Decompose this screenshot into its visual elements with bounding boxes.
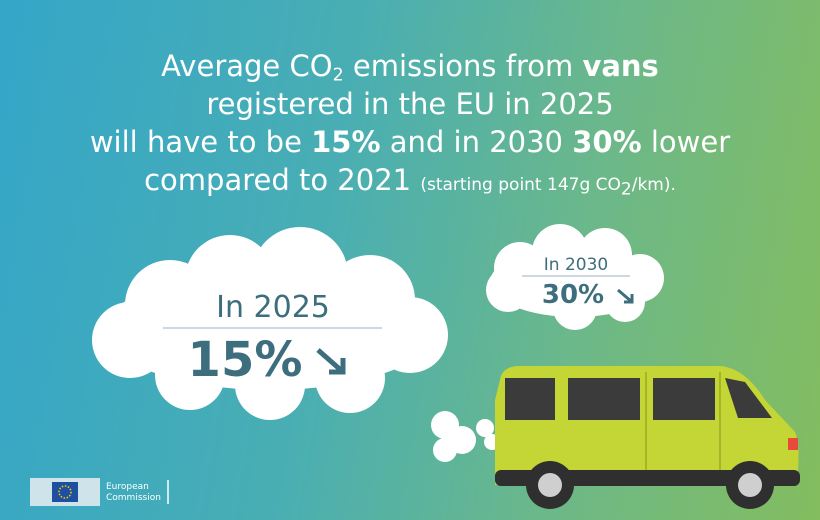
cloud-2030 bbox=[486, 224, 664, 330]
note: (starting point 147g CO bbox=[420, 175, 621, 195]
note: /km). bbox=[632, 175, 676, 195]
cloud-label: In 2025 bbox=[163, 290, 383, 325]
cloud-label: In 2030 bbox=[522, 255, 630, 275]
text: Average CO bbox=[161, 49, 332, 83]
text: emissions from bbox=[344, 49, 583, 83]
headline-line: compared to 2021 (starting point 147g CO… bbox=[0, 162, 820, 207]
cloud-value: 15% bbox=[165, 332, 325, 388]
headline-line: registered in the EU in 2025 bbox=[0, 86, 820, 122]
exhaust-puff bbox=[431, 411, 500, 462]
bold-text: 15% bbox=[311, 125, 380, 159]
text: registered in the EU in 2025 bbox=[206, 87, 613, 121]
text: and in 2030 bbox=[381, 125, 573, 159]
text: compared to 2021 bbox=[144, 163, 420, 197]
subscript: 2 bbox=[621, 179, 632, 199]
subscript: 2 bbox=[333, 65, 344, 85]
text: will have to be bbox=[90, 125, 311, 159]
infographic: Average CO2 emissions from vans register… bbox=[0, 0, 820, 520]
headline-line: will have to be 15% and in 2030 30% lowe… bbox=[0, 124, 820, 160]
text: lower bbox=[642, 125, 731, 159]
bold-text: vans bbox=[582, 49, 658, 83]
van bbox=[495, 366, 800, 509]
cloud-value: 30% bbox=[530, 280, 616, 310]
logo-text: European bbox=[106, 482, 149, 493]
bold-text: 30% bbox=[572, 125, 641, 159]
logo-text: Commission bbox=[106, 493, 161, 504]
